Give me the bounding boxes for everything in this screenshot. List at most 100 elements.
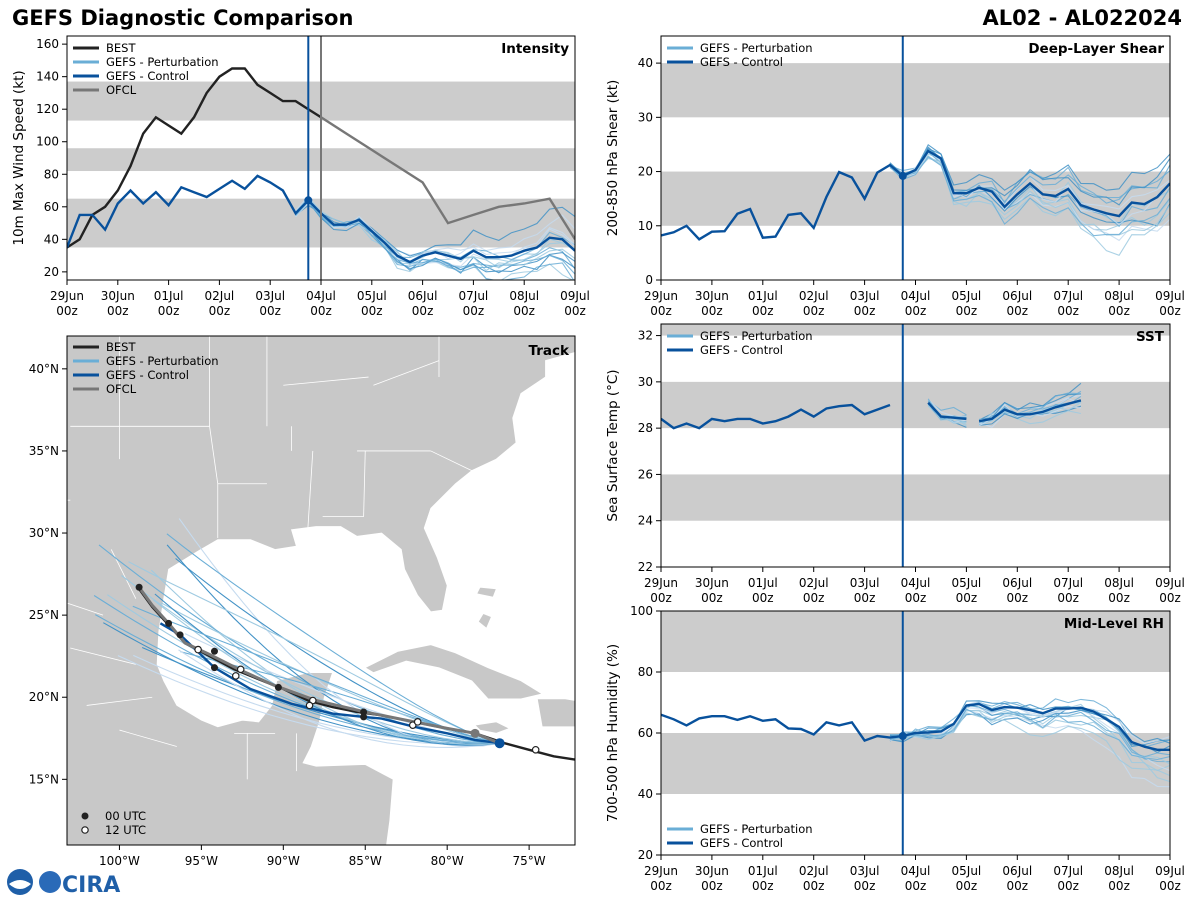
track-12utc-point (231, 672, 240, 680)
shear-ytick-label: 20 (638, 165, 653, 179)
track-panel: 100°W 95°W 90°W 85°W 80°W 75°W 15°N 20°N 25°N 30°… (29, 335, 576, 868)
rh-xtick-label: 30Jun (695, 864, 729, 878)
sst-title: SST (1136, 329, 1165, 345)
intensity-xtick-label: 00z (56, 304, 78, 318)
track-00utc-point (360, 713, 368, 721)
shear-perturbation-line-11-0 (889, 148, 1170, 206)
sst-band-1 (661, 381, 1170, 429)
rh-perturbation-line-11-0 (889, 700, 1170, 744)
track-legend-label: BEST (106, 340, 136, 354)
sst-xtick-label: 08Jul (1104, 576, 1134, 590)
sst-xtick-label: 00z (1057, 591, 1079, 605)
shear-xtick-label: 06Jul (1002, 289, 1032, 303)
track-perturbation-line-7 (141, 646, 500, 744)
sst-xtick-label: 00z (1007, 591, 1029, 605)
track-00utc-point (176, 631, 184, 639)
rh-xtick-label: 00z (1007, 879, 1029, 893)
shear-xtick-label: 01Jul (748, 289, 778, 303)
rh-xtick-label: 02Jul (799, 864, 829, 878)
intensity-legend-label: BEST (106, 41, 136, 55)
shear-xtick-label: 00z (1159, 304, 1181, 318)
state-border-14 (373, 360, 440, 386)
state-border-1 (209, 426, 219, 484)
intensity-xtick-label: 05Jul (357, 289, 387, 303)
state-border-15 (283, 376, 369, 386)
track-xtick-label: 90°W (267, 854, 300, 868)
shear-xtick-label: 00z (1057, 304, 1079, 318)
rh-xtick-label: 00z (701, 879, 723, 893)
track-legend-label: GEFS - Control (106, 368, 189, 382)
rh-xtick-label: 07Jul (1053, 864, 1083, 878)
rh-ytick-label: 100 (630, 604, 653, 618)
track-ytick-label: 20°N (29, 690, 59, 704)
track-legend-label: OFCL (106, 382, 137, 396)
cuba-land (364, 644, 544, 700)
intensity-ytick-label: 120 (36, 102, 59, 116)
intensity-perturbation-line-11-0 (295, 201, 575, 273)
jamaica-land (474, 721, 511, 734)
intensity-title: Intensity (501, 41, 569, 57)
intensity-ytick-label: 100 (36, 135, 59, 149)
sst-band-2 (661, 324, 1170, 336)
intensity-xtick-label: 01Jul (154, 289, 184, 303)
sst-series-gefs-control-0 (661, 403, 891, 430)
intensity-ytick-label: 80 (44, 167, 59, 181)
track-perturbation-line-8 (121, 575, 500, 744)
intensity-perturbation-line-13-0 (295, 200, 575, 275)
intensity-xtick-label: 09Jul (560, 289, 590, 303)
sst-ylabel: Sea Surface Temp (°C) (605, 369, 621, 521)
rh-band-0 (661, 733, 1170, 794)
sst-xtick-label: 00z (905, 591, 927, 605)
sst-series-gefs-control-1 (927, 401, 967, 421)
rh-xtick-label: 06Jul (1002, 864, 1032, 878)
track-12utc-point (531, 745, 540, 754)
rh-xtick-label: 05Jul (952, 864, 982, 878)
rh-ytick-label: 40 (638, 787, 653, 801)
rh-band-1 (661, 611, 1170, 672)
shear-perturbation-line-9-0 (889, 151, 1170, 204)
intensity-xtick-label: 07Jul (459, 289, 489, 303)
state-border-21 (119, 729, 177, 747)
rh-xtick-label: 00z (854, 879, 876, 893)
rh-xtick-label: 00z (905, 879, 927, 893)
intensity-xtick-label: 30Jun (101, 289, 135, 303)
sst-xtick-label: 07Jul (1053, 576, 1083, 590)
track-ofcl-start-marker (470, 728, 480, 738)
shear-xtick-label: 00z (650, 304, 672, 318)
sst-xtick-label: 06Jul (1002, 576, 1032, 590)
sst-xtick-label: 01Jul (748, 576, 778, 590)
track-00utc-point (274, 683, 282, 691)
shear-xtick-label: 00z (956, 304, 978, 318)
shear-xtick-label: 02Jul (799, 289, 829, 303)
rh-ytick-label: 20 (638, 848, 653, 862)
track-perturbation-line-13 (95, 614, 500, 744)
track-00utc-point (165, 619, 173, 627)
track-12utc-point (194, 645, 202, 654)
intensity-xtick-label: 04Jul (306, 289, 336, 303)
intensity-xtick-label: 08Jul (509, 289, 539, 303)
track-perturbation-line-1 (98, 544, 500, 744)
intensity-ytick-label: 140 (36, 70, 59, 84)
intensity-xtick-label: 06Jul (408, 289, 438, 303)
intensity-xtick-label: 00z (107, 304, 129, 318)
track-00utc-point (210, 664, 218, 672)
sst-legend-label: GEFS - Perturbation (700, 329, 813, 343)
rh-perturbation-line-1-0 (889, 701, 1170, 763)
track-xtick-label: 80°W (431, 854, 464, 868)
shear-xtick-label: 00z (803, 304, 825, 318)
intensity-xtick-label: 00z (463, 304, 485, 318)
page-title: GEFS Diagnostic Comparison (12, 6, 354, 30)
rh-xtick-label: 09Jul (1155, 864, 1185, 878)
track-legend-12utc-marker (81, 826, 89, 834)
state-border-18 (67, 602, 104, 616)
intensity-xtick-label: 00z (564, 304, 586, 318)
track-ytick-label: 40°N (29, 362, 59, 376)
intensity-init-marker (304, 196, 313, 205)
track-perturbation-line-5 (93, 595, 500, 744)
track-ytick-label: 35°N (29, 444, 59, 458)
shear-band-1 (661, 63, 1170, 118)
shear-xtick-label: 07Jul (1053, 289, 1083, 303)
cira-globe-icon (39, 871, 61, 893)
